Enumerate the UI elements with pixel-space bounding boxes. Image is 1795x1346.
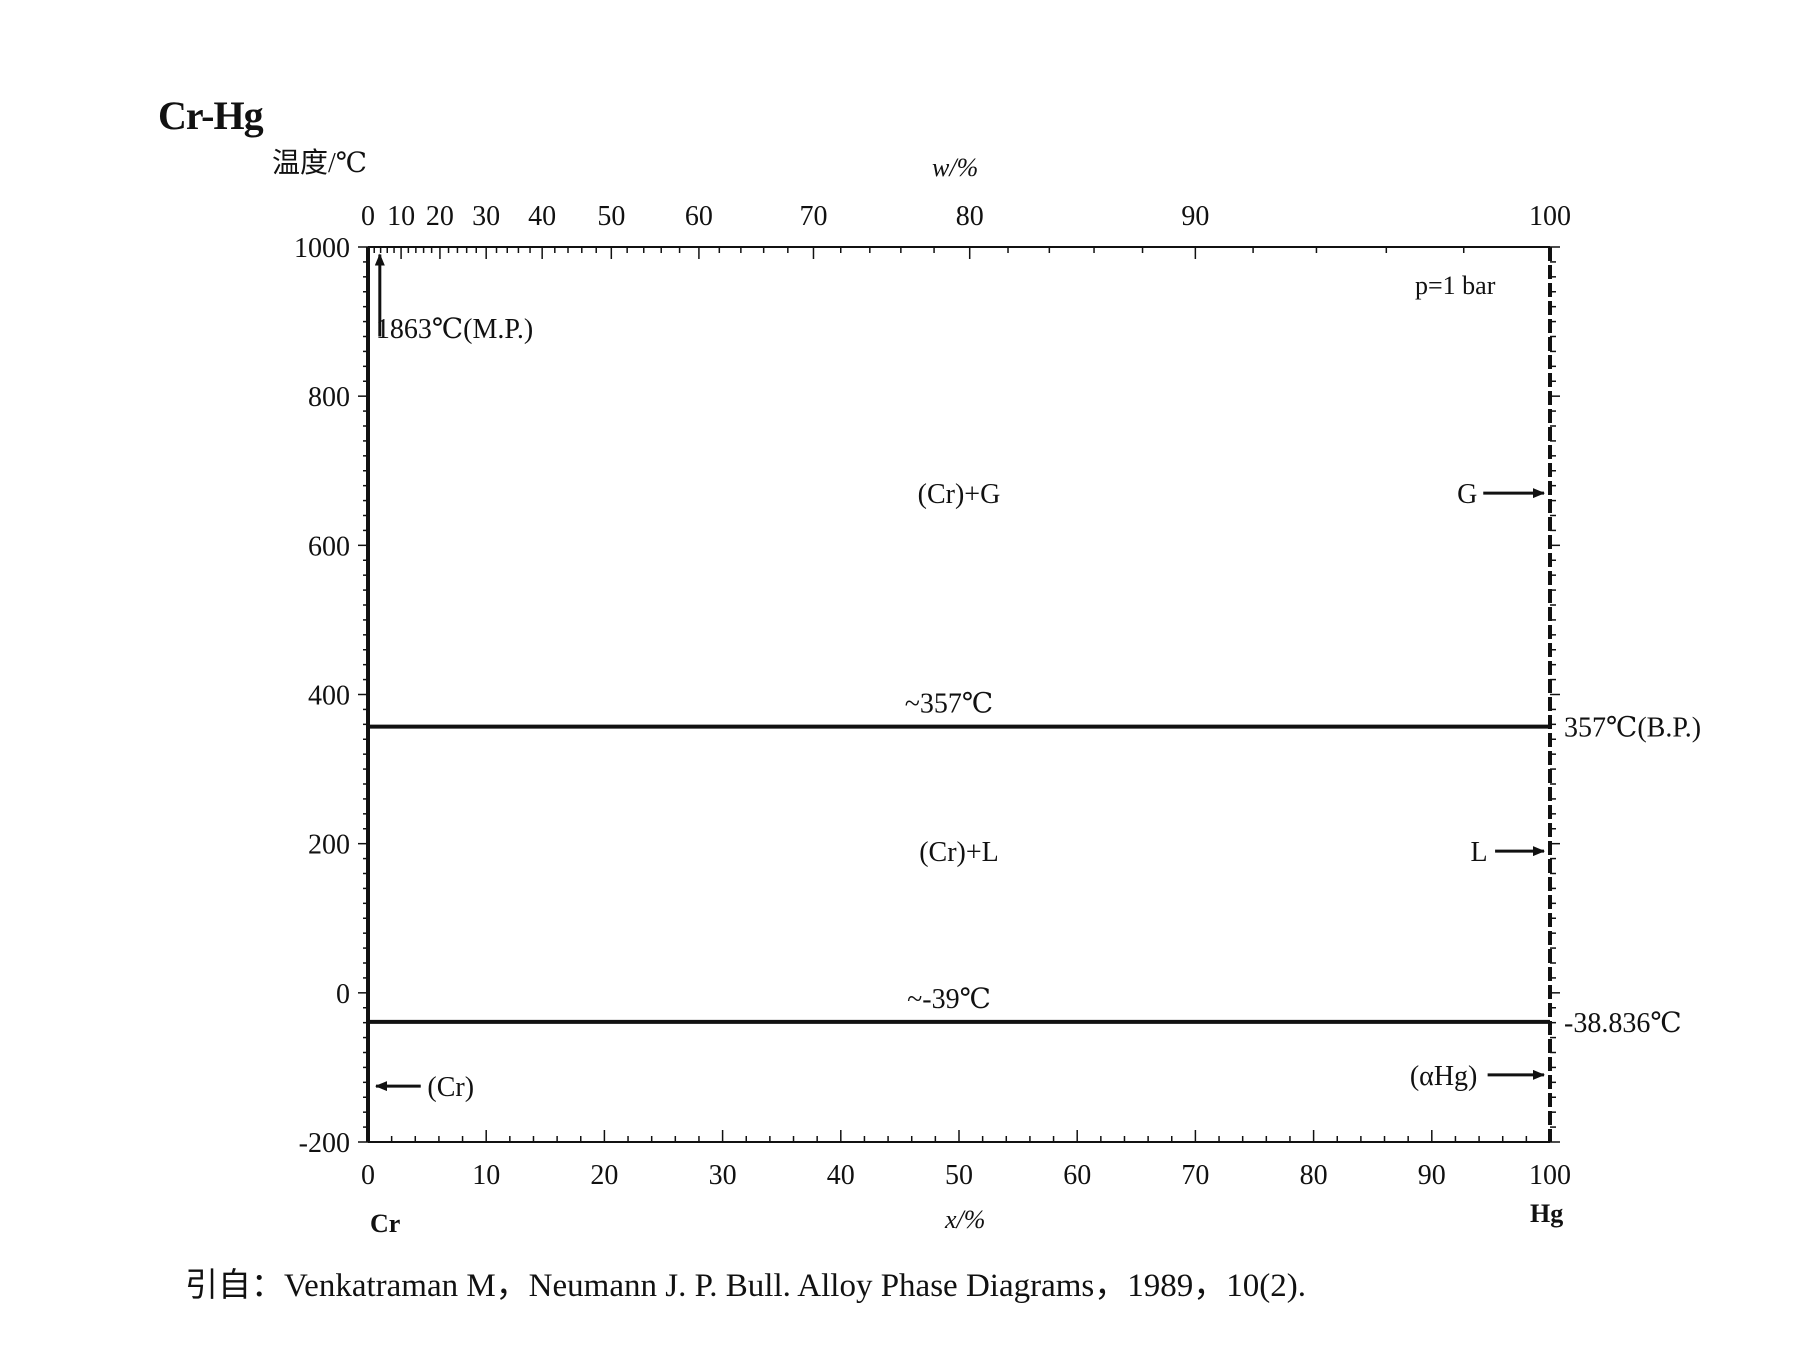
series-label-1: ~-39℃ — [907, 984, 991, 1015]
y-tick-label: 0 — [336, 979, 350, 1010]
w-tick-label: 90 — [1181, 201, 1209, 232]
x-tick-label: 90 — [1418, 1160, 1446, 1191]
series-lines: ~357℃ ~-39℃ — [368, 689, 1550, 1024]
y-tick-label: -200 — [299, 1128, 350, 1159]
y-ticks: -200 0 200 400 600 800 1000 — [294, 233, 1560, 1159]
w-tick-label: 20 — [426, 201, 454, 232]
w-tick-label: 70 — [799, 201, 827, 232]
x-right-element-label: Hg — [1530, 1199, 1563, 1228]
l-label: L — [1471, 837, 1488, 868]
w-tick-label: 30 — [472, 201, 500, 232]
x-tick-label: 80 — [1300, 1160, 1328, 1191]
pressure-label: p=1 bar — [1415, 271, 1496, 300]
w-tick-label: 10 — [387, 201, 415, 232]
citation: 引自：Venkatraman M，Neumann J. P. Bull. All… — [185, 1268, 1306, 1304]
cr-phase-label: (Cr) — [427, 1072, 474, 1103]
bp-label: 357℃(B.P.) — [1564, 713, 1701, 744]
y-tick-label: 1000 — [294, 233, 350, 264]
x-tick-label: 40 — [827, 1160, 855, 1191]
y-axis-label: 温度/℃ — [272, 147, 367, 179]
x-tick-label: 60 — [1063, 1160, 1091, 1191]
y-tick-label: 400 — [308, 681, 350, 712]
y-tick-label: 600 — [308, 531, 350, 562]
x-tick-label: 20 — [590, 1160, 618, 1191]
w-tick-label: 60 — [685, 201, 713, 232]
y-tick-label: 800 — [308, 382, 350, 413]
x-tick-label: 70 — [1181, 1160, 1209, 1191]
page-title: Cr-Hg — [158, 93, 264, 138]
x-left-element-label: Cr — [370, 1209, 400, 1238]
w-tick-label: 80 — [956, 201, 984, 232]
y-tick-label: 200 — [308, 830, 350, 861]
mp-label: 1863℃(M.P.) — [376, 314, 533, 345]
x-tick-label: 30 — [709, 1160, 737, 1191]
region-label-cr-l: (Cr)+L — [919, 837, 999, 868]
w-tick-label: 0 — [361, 201, 375, 232]
g-label: G — [1457, 479, 1477, 510]
x-tick-label: 50 — [945, 1160, 973, 1191]
region-label-cr-g: (Cr)+G — [918, 479, 1001, 510]
alpha-hg-label: (αHg) — [1410, 1061, 1478, 1092]
annotations: 1863℃(M.P.) 357℃(B.P.) -38.836℃ (Cr)+G (Cr)+… — [374, 253, 1701, 1103]
w-ticks: 0 10 20 30 40 50 60 70 80 90 100 — [361, 201, 1571, 259]
x-ticks: 0 10 20 30 40 50 60 70 80 90 100 — [361, 1130, 1571, 1191]
hg-melting-label: -38.836℃ — [1564, 1008, 1682, 1039]
x-tick-label: 100 — [1529, 1160, 1571, 1191]
w-tick-label: 50 — [597, 201, 625, 232]
w-tick-label: 100 — [1529, 201, 1571, 232]
series-label-0: ~357℃ — [905, 689, 993, 720]
w-tick-label: 40 — [528, 201, 556, 232]
x-tick-label: 10 — [472, 1160, 500, 1191]
x-tick-label: 0 — [361, 1160, 375, 1191]
w-axis-label: w/% — [932, 153, 978, 182]
x-axis-label: x/% — [944, 1205, 985, 1234]
